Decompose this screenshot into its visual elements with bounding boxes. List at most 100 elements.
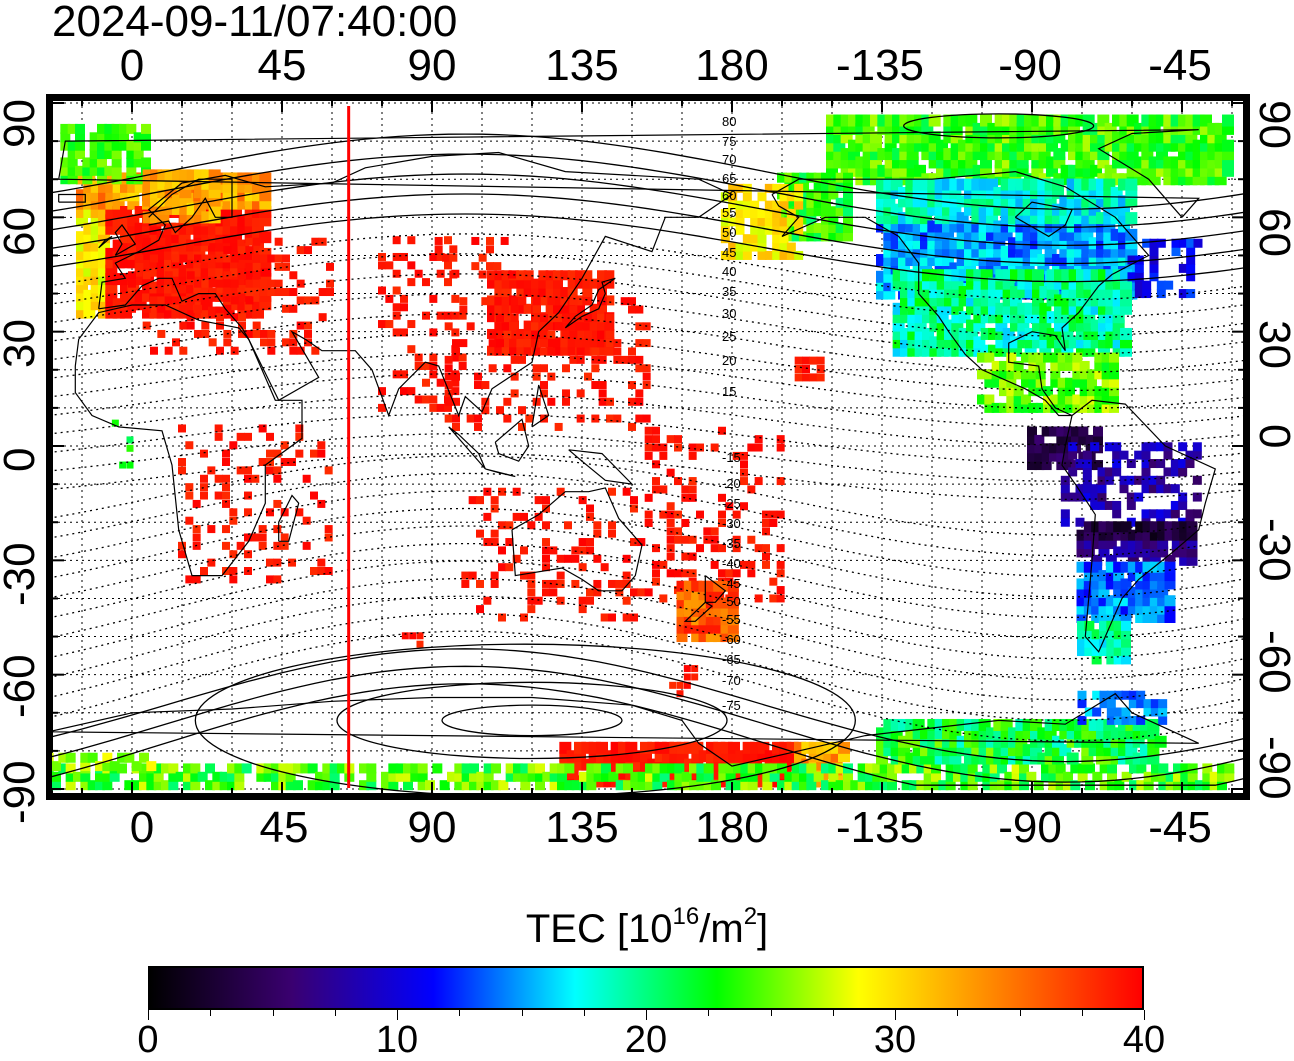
colorbar-tick: [272, 1010, 274, 1016]
tec-cell: [598, 397, 607, 406]
tec-cell: [674, 569, 682, 578]
tec-cell: [407, 320, 416, 329]
tec-cell: [578, 546, 587, 555]
tec-cell: [274, 262, 283, 271]
tec-cell: [510, 297, 519, 306]
tec-cell: [813, 189, 824, 200]
tec-cell: [486, 236, 494, 245]
contour-ring: [441, 704, 623, 737]
tec-cell: [1113, 595, 1125, 607]
tec-cell: [245, 262, 254, 271]
tec-cell: [674, 763, 685, 774]
tec-cell: [720, 250, 730, 260]
tec-cell: [1109, 402, 1119, 413]
tec-cell: [1056, 434, 1067, 445]
tec-cell: [172, 254, 180, 263]
tec-cell: [295, 424, 304, 433]
tec-cell: [449, 270, 458, 279]
tec-cell: [982, 763, 993, 774]
tec-cell: [956, 254, 969, 267]
tec-cell: [835, 223, 846, 234]
tec-cell: [222, 483, 230, 492]
tec-cell: [1077, 690, 1087, 700]
tec-cell: [183, 780, 193, 791]
tec-cell: [535, 763, 545, 774]
tec-cell: [1075, 492, 1085, 502]
tec-cell: [89, 157, 100, 168]
tec-cell: [1068, 450, 1078, 460]
tec-cell: [554, 322, 563, 331]
contour-label: -25: [722, 496, 741, 511]
tec-cell: [732, 569, 741, 578]
tec-cell: [1217, 771, 1227, 782]
tec-cell: [1217, 763, 1227, 774]
tec-cell: [1112, 467, 1122, 477]
bottom-lon-tick: -135: [835, 803, 925, 852]
tec-cell: [523, 270, 534, 281]
contour-line: [52, 507, 1244, 598]
tec-cell: [562, 364, 570, 373]
tec-cell: [764, 225, 774, 235]
tec-cell: [828, 763, 839, 774]
tec-cell: [1084, 646, 1095, 657]
tec-cell: [1082, 484, 1092, 494]
tec-cell: [1173, 771, 1183, 782]
tec-cell: [1109, 352, 1119, 363]
tec-cell: [1084, 629, 1095, 640]
tec-cell: [282, 288, 290, 297]
coastline: [485, 468, 516, 478]
tec-cell: [488, 364, 497, 373]
tec-cell: [597, 337, 607, 348]
tec-cell: [244, 550, 252, 559]
tec-cell: [691, 673, 699, 681]
tec-cell: [178, 247, 191, 260]
tec-cell: [1192, 450, 1202, 460]
tec-cell: [510, 305, 519, 314]
tec-cell: [97, 174, 107, 185]
tec-cell: [1017, 319, 1030, 332]
tec-cell: [681, 569, 690, 578]
tec-cell: [901, 763, 912, 774]
tec-cell: [483, 771, 494, 782]
tec-cell: [523, 337, 534, 348]
tec-cell: [141, 123, 151, 134]
tec-cell: [584, 313, 592, 322]
tec-cell: [258, 458, 267, 467]
tec-cell: [1082, 475, 1092, 485]
tec-cell: [644, 443, 653, 452]
tec-cell: [676, 631, 688, 643]
tec-cell: [1150, 699, 1160, 709]
tec-cell: [582, 337, 593, 348]
tec-cell: [718, 569, 726, 578]
tec-cell: [571, 554, 580, 563]
tec-cell: [1127, 255, 1137, 265]
tec-cell: [126, 461, 134, 469]
tec-cell: [1048, 771, 1059, 782]
tec-cell: [644, 588, 653, 597]
tec-cell: [576, 389, 585, 398]
tec-cell: [503, 397, 512, 406]
tec-cell: [1049, 451, 1059, 462]
tec-cell: [728, 200, 738, 210]
tec-cell: [1104, 475, 1114, 485]
tec-cell: [458, 353, 467, 362]
tec-cell: [1098, 538, 1110, 550]
tec-cell: [245, 246, 254, 255]
tec-cell: [688, 477, 697, 486]
tec-cell: [540, 339, 548, 348]
tec-cell: [512, 512, 521, 521]
tec-cell: [635, 364, 644, 373]
tec-cell: [501, 278, 512, 289]
tec-cell: [142, 271, 151, 280]
tec-cell: [750, 217, 760, 227]
tec-cell: [623, 763, 633, 774]
tec-cell: [498, 563, 506, 572]
tec-cell: [542, 771, 553, 782]
tec-cell: [1149, 612, 1161, 623]
tec-cell: [556, 596, 565, 605]
tec-cell: [916, 763, 927, 774]
tec-cell: [545, 287, 556, 298]
tec-cell: [1065, 394, 1075, 405]
tec-cell: [126, 123, 137, 134]
tec-cell: [740, 477, 748, 486]
